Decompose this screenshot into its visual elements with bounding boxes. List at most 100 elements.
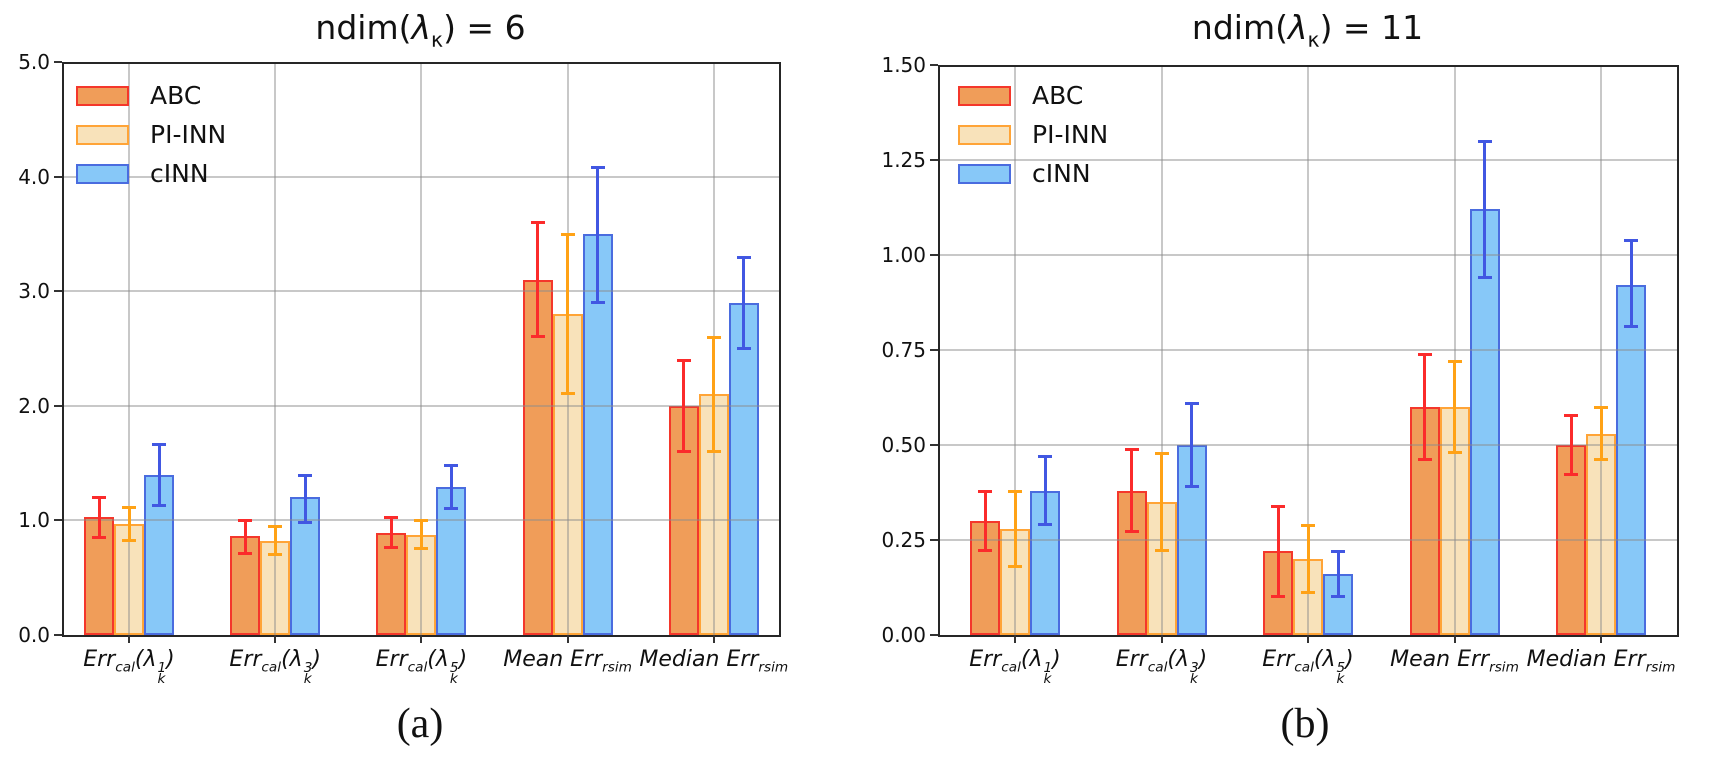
error-bar xyxy=(1130,448,1133,533)
y-tick-label: 1.0 xyxy=(18,508,50,533)
error-bar xyxy=(712,337,716,452)
y-tick-label: 5.0 xyxy=(18,50,50,74)
bar-cinn-4 xyxy=(728,302,759,635)
legend-label-abc: ABC xyxy=(150,81,202,110)
x-tick-label: Mean Errrsim xyxy=(503,647,632,676)
error-bar-cap xyxy=(1124,447,1139,451)
error-bar-cap xyxy=(152,442,166,446)
y-tick-label: 0.00 xyxy=(881,623,926,647)
bar-pi-inn-1 xyxy=(260,541,291,635)
error-bar xyxy=(596,167,600,303)
y-tick xyxy=(930,444,938,446)
error-bar-cap xyxy=(92,496,106,500)
y-tick xyxy=(54,61,62,63)
error-bar-cap xyxy=(530,335,545,339)
axis-spine-right xyxy=(779,62,781,637)
error-bar xyxy=(127,506,131,542)
error-bar-cap xyxy=(444,506,459,510)
legend-swatch-pi-inn xyxy=(76,125,129,145)
y-tick xyxy=(930,634,938,636)
bar-cinn-4 xyxy=(1616,285,1646,635)
gridline xyxy=(938,159,1677,161)
error-bar-cap xyxy=(1447,360,1462,364)
error-bar xyxy=(1483,141,1486,278)
error-bar-cap xyxy=(1594,458,1608,462)
bar-pi-inn-2 xyxy=(406,535,437,635)
x-tick xyxy=(712,635,715,643)
gridline xyxy=(62,175,779,178)
error-bar-cap xyxy=(384,515,399,519)
error-bar xyxy=(1569,414,1573,476)
legend-swatch-pi-inn xyxy=(958,125,1011,145)
error-bar xyxy=(566,233,570,395)
error-bar-cap xyxy=(736,255,751,259)
error-bar xyxy=(1306,524,1310,594)
gridline xyxy=(62,404,779,407)
y-tick-label: 0.50 xyxy=(881,433,926,457)
error-bar-cap xyxy=(706,336,721,340)
legend-label-pi-inn: PI-INN xyxy=(1032,120,1109,149)
error-bar xyxy=(389,516,393,548)
error-bar-cap xyxy=(1271,504,1285,508)
error-bar xyxy=(1276,505,1280,597)
x-tick-label: Mean Errrsim xyxy=(1390,647,1519,676)
error-bar-cap xyxy=(238,551,253,555)
y-tick-label: 1.00 xyxy=(881,243,926,267)
error-bar-cap xyxy=(676,449,691,453)
y-tick-label: 0.75 xyxy=(881,338,926,362)
gridline xyxy=(1014,65,1016,635)
bar-cinn-3 xyxy=(1469,209,1500,635)
caption-a: (a) xyxy=(396,701,444,747)
error-bar-cap xyxy=(1008,564,1022,568)
error-bar-cap xyxy=(1184,484,1199,488)
error-bar-cap xyxy=(298,473,313,477)
x-tick-label: Median Errrsim xyxy=(1526,647,1676,676)
x-tick xyxy=(1600,635,1602,643)
x-tick-label: Median Errrsim xyxy=(639,647,789,676)
x-tick xyxy=(1160,635,1163,643)
error-bar-cap xyxy=(590,300,605,304)
x-tick xyxy=(274,635,277,643)
error-bar-cap xyxy=(1154,549,1169,553)
error-bar-cap xyxy=(1301,523,1315,527)
error-bar-cap xyxy=(1477,275,1492,279)
error-bar xyxy=(1190,403,1193,487)
chart-title: ndim(λκ) = 11 xyxy=(1191,8,1424,52)
error-bar xyxy=(536,222,540,338)
error-bar-cap xyxy=(736,346,751,350)
error-bar xyxy=(1629,239,1633,328)
legend-swatch-abc xyxy=(76,86,129,106)
legend-label-cinn: cINN xyxy=(1032,159,1091,188)
error-bar xyxy=(449,465,453,509)
error-bar-cap xyxy=(560,392,575,396)
y-tick xyxy=(930,254,938,256)
error-bar-cap xyxy=(384,545,399,549)
error-bar xyxy=(1599,407,1603,461)
error-bar-cap xyxy=(590,166,605,170)
axis-spine-left xyxy=(62,62,64,637)
error-bar-cap xyxy=(676,358,691,362)
gridline xyxy=(62,290,779,293)
error-bar-cap xyxy=(122,505,136,509)
gridline xyxy=(938,254,1677,256)
error-bar-cap xyxy=(92,535,106,539)
bar-pi-inn-3 xyxy=(552,314,583,635)
error-bar-cap xyxy=(444,464,459,468)
bar-cinn-2 xyxy=(436,487,467,635)
error-bar-cap xyxy=(298,520,313,524)
error-bar xyxy=(742,256,746,349)
y-tick xyxy=(930,539,938,541)
x-tick xyxy=(420,635,423,643)
gridline xyxy=(938,444,1677,446)
gridline xyxy=(938,349,1677,351)
error-bar-cap xyxy=(1154,451,1169,455)
error-bar xyxy=(419,520,423,550)
y-tick xyxy=(54,290,62,293)
error-bar-cap xyxy=(1624,325,1638,329)
error-bar-cap xyxy=(268,552,283,556)
y-tick xyxy=(54,634,62,636)
error-bar xyxy=(97,497,101,538)
error-bar-cap xyxy=(238,519,253,523)
